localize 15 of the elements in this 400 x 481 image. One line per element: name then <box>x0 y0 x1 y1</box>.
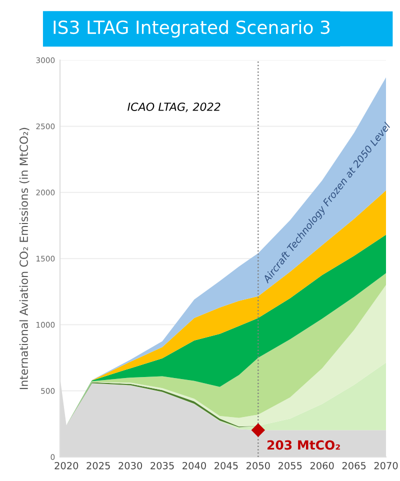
y-axis-title: International Aviation CO₂ Emissions (in MtCO₂) <box>19 128 30 390</box>
x-tick-label: 2030 <box>118 462 142 470</box>
x-tick-label: 2045 <box>214 462 238 470</box>
x-tick-label: 2035 <box>150 462 174 470</box>
chart-title: IS3 LTAG Integrated Scenario 3 <box>54 20 330 38</box>
x-tick-label: 2020 <box>54 462 78 470</box>
x-tick-label: 2060 <box>310 462 334 470</box>
x-tick-label: 2070 <box>374 462 398 470</box>
x-tick-label: 2050 <box>246 462 270 470</box>
x-tick-label: 2065 <box>342 462 366 470</box>
x-tick-label: 2040 <box>182 462 206 470</box>
x-tick-label: 2025 <box>86 462 110 470</box>
annotation: ICAO LTAG, 2022 <box>128 102 220 112</box>
x-tick-label: 2055 <box>278 462 302 470</box>
annotation: 203 MtCO₂ <box>267 440 340 450</box>
